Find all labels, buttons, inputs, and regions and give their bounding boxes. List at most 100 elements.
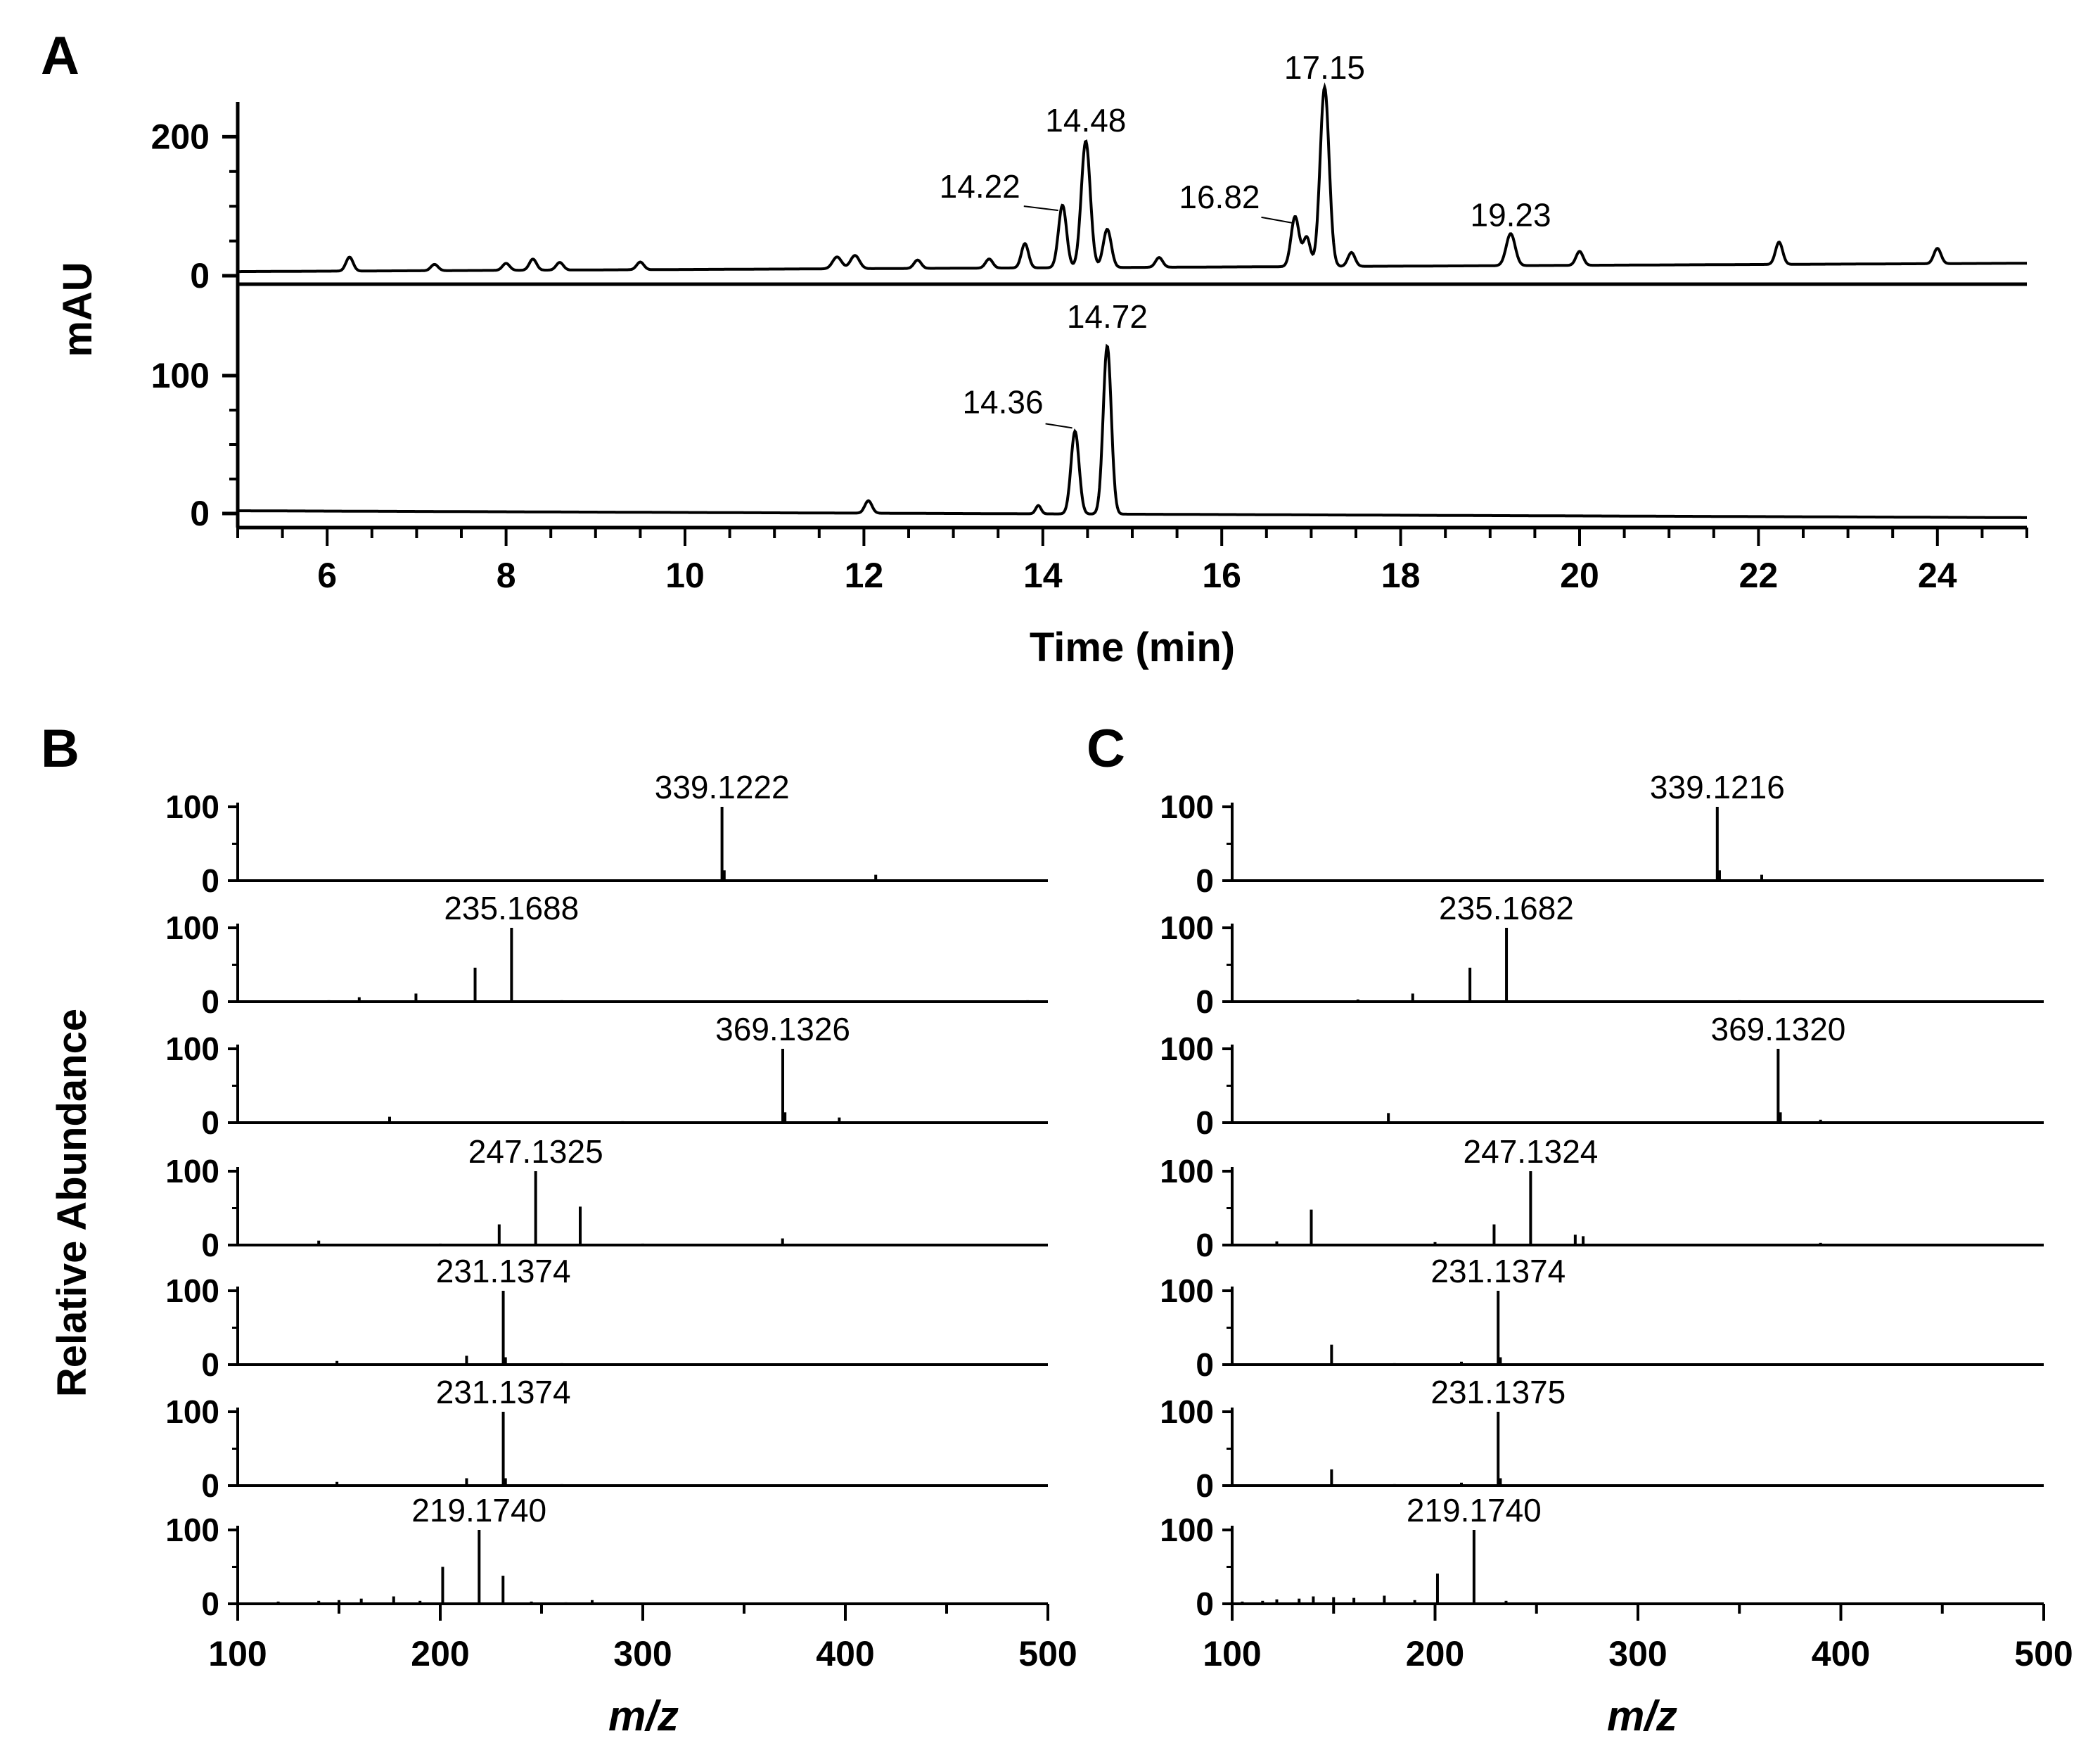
spectrum-y-tick-label: 0 [1196, 1227, 1214, 1263]
spectrum-noise [1235, 1244, 2041, 1245]
spectrum-y-tick-label: 0 [201, 1104, 219, 1141]
panel-a-y-tick-label: 100 [151, 356, 210, 395]
panel-a-x-tick-label: 6 [317, 556, 337, 595]
peak-label: 16.82 [1179, 179, 1260, 215]
spectrum-noise [1235, 1000, 2041, 1002]
panel-a-x-tick-label: 12 [845, 556, 884, 595]
panel-a-x-tick-label: 16 [1202, 556, 1241, 595]
spectrum-noise [1235, 879, 2041, 881]
spectrum-noise [241, 1484, 1045, 1486]
panel-a-y-axis-label: mAU [55, 262, 101, 357]
spectrum-y-tick-label: 100 [1160, 1272, 1214, 1309]
spectrum-peak-label: 247.1325 [468, 1133, 603, 1170]
spectrum-noise [241, 1602, 1045, 1604]
spectrum-noise [241, 1121, 1045, 1123]
spectrum-peak-label: 339.1216 [1650, 769, 1785, 805]
peak-label-leader [1023, 205, 1058, 212]
plot-area: 6 8 10 12 14 16 18 20 22 24 0 200 14.22 14.48 16.82 17.… [151, 49, 2073, 1673]
spectrum-x-tick-label: 400 [816, 1634, 874, 1673]
peak-label: 19.23 [1470, 197, 1551, 234]
spectrum-y-tick-label: 0 [201, 1227, 219, 1263]
spectrum-y-tick-label: 0 [1196, 1586, 1214, 1622]
panel-a-x-tick-label: 20 [1560, 556, 1599, 595]
spectrum-peak-label: 235.1682 [1439, 890, 1574, 926]
peak-label: 14.48 [1045, 102, 1126, 139]
spectrum-noise [1235, 1121, 2041, 1123]
spectrum-y-tick-label: 100 [165, 1393, 219, 1430]
peak-label: 14.72 [1067, 298, 1148, 335]
spectrum-x-tick-label: 200 [1406, 1634, 1464, 1673]
spectrum-noise [241, 1244, 1045, 1245]
spectrum-y-tick-label: 100 [165, 1031, 219, 1067]
panel-a-y-tick-label: 0 [190, 256, 210, 295]
spectrum-y-tick-label: 100 [165, 1272, 219, 1309]
panel-a-x-tick-label: 10 [665, 556, 705, 595]
panel-letter-a: A [41, 26, 79, 86]
spectrum-peak-label: 219.1740 [1407, 1492, 1542, 1529]
spectrum-y-tick-label: 100 [165, 910, 219, 946]
spectrum-x-tick-label: 100 [1203, 1634, 1261, 1673]
panel-a-trace-2 [238, 343, 2027, 519]
peak-label: 17.15 [1284, 49, 1365, 86]
spectrum-y-tick-label: 0 [1196, 1467, 1214, 1504]
spectrum-y-tick-label: 0 [201, 983, 219, 1020]
spectrum-x-tick-label: 500 [2014, 1634, 2073, 1673]
spectrum-peak-label: 231.1375 [1430, 1374, 1566, 1410]
panel-c-x-axis-label: m/z [1607, 1692, 1677, 1740]
spectrum-peak-label: 231.1374 [1430, 1253, 1566, 1289]
spectrum-y-tick-label: 0 [1196, 983, 1214, 1020]
spectrum-y-tick-label: 100 [1160, 1153, 1214, 1189]
spectrum-noise [241, 1000, 1045, 1002]
spectrum-x-tick-label: 200 [411, 1634, 469, 1673]
panel-a-y-tick-label: 0 [190, 494, 210, 533]
spectrum-y-tick-label: 0 [201, 1346, 219, 1383]
spectrum-y-tick-label: 100 [1160, 1512, 1214, 1548]
spectrum-noise [1235, 1484, 2041, 1486]
spectrum-y-tick-label: 0 [201, 862, 219, 899]
spectrum-peak-label: 231.1374 [436, 1253, 571, 1289]
spectrum-y-tick-label: 0 [201, 1586, 219, 1622]
spectrum-x-tick-label: 300 [1608, 1634, 1667, 1673]
panel-letter-c: C [1087, 719, 1125, 779]
spectrum-y-tick-label: 0 [201, 1467, 219, 1504]
spectrum-noise [1235, 1363, 2041, 1365]
panel-a-y-tick-label: 200 [151, 117, 210, 156]
spectrum-x-tick-label: 400 [1812, 1634, 1870, 1673]
panel-a-trace-1 [238, 82, 2027, 274]
panel-a-x-tick-label: 18 [1381, 556, 1421, 595]
spectrum-y-tick-label: 0 [1196, 1346, 1214, 1383]
panel-a-x-tick-label: 8 [497, 556, 516, 595]
spectrum-peak-label: 247.1324 [1464, 1133, 1599, 1170]
panel-a-x-tick-label: 24 [1918, 556, 1957, 595]
peak-label-leader [1045, 423, 1073, 429]
spectrum-noise [241, 1363, 1045, 1365]
spectrum-peak-label: 339.1222 [655, 769, 790, 805]
spectrum-peak-label: 369.1320 [1711, 1011, 1846, 1047]
panel-a-x-tick-label: 22 [1739, 556, 1779, 595]
panel-a-x-tick-label: 14 [1023, 556, 1063, 595]
spectrum-peak-label: 369.1326 [715, 1011, 850, 1047]
spectrum-y-tick-label: 0 [1196, 1104, 1214, 1141]
spectrum-peak-label: 219.1740 [411, 1492, 546, 1529]
spectrum-peak-label: 235.1688 [444, 890, 579, 926]
spectrum-y-tick-label: 100 [1160, 1031, 1214, 1067]
peak-label: 14.22 [940, 168, 1020, 205]
spectrum-noise [1235, 1602, 2041, 1604]
panel-a-x-axis-label: Time (min) [1030, 625, 1235, 670]
spectrum-x-tick-label: 500 [1018, 1634, 1077, 1673]
peak-label-leader [1261, 216, 1293, 224]
panel-b-y-axis-label: Relative Abundance [49, 1009, 95, 1397]
spectrum-x-tick-label: 100 [208, 1634, 267, 1673]
panel-letter-b: B [41, 719, 79, 779]
spectrum-y-tick-label: 100 [165, 1512, 219, 1548]
spectrum-noise [241, 879, 1045, 881]
spectrum-y-tick-label: 0 [1196, 862, 1214, 899]
spectrum-x-tick-label: 300 [613, 1634, 672, 1673]
spectrum-y-tick-label: 100 [1160, 1393, 1214, 1430]
spectrum-y-tick-label: 100 [1160, 789, 1214, 825]
peak-label: 14.36 [962, 383, 1043, 420]
spectrum-y-tick-label: 100 [1160, 910, 1214, 946]
spectrum-y-tick-label: 100 [165, 1153, 219, 1189]
spectrum-peak-label: 231.1374 [436, 1374, 571, 1410]
